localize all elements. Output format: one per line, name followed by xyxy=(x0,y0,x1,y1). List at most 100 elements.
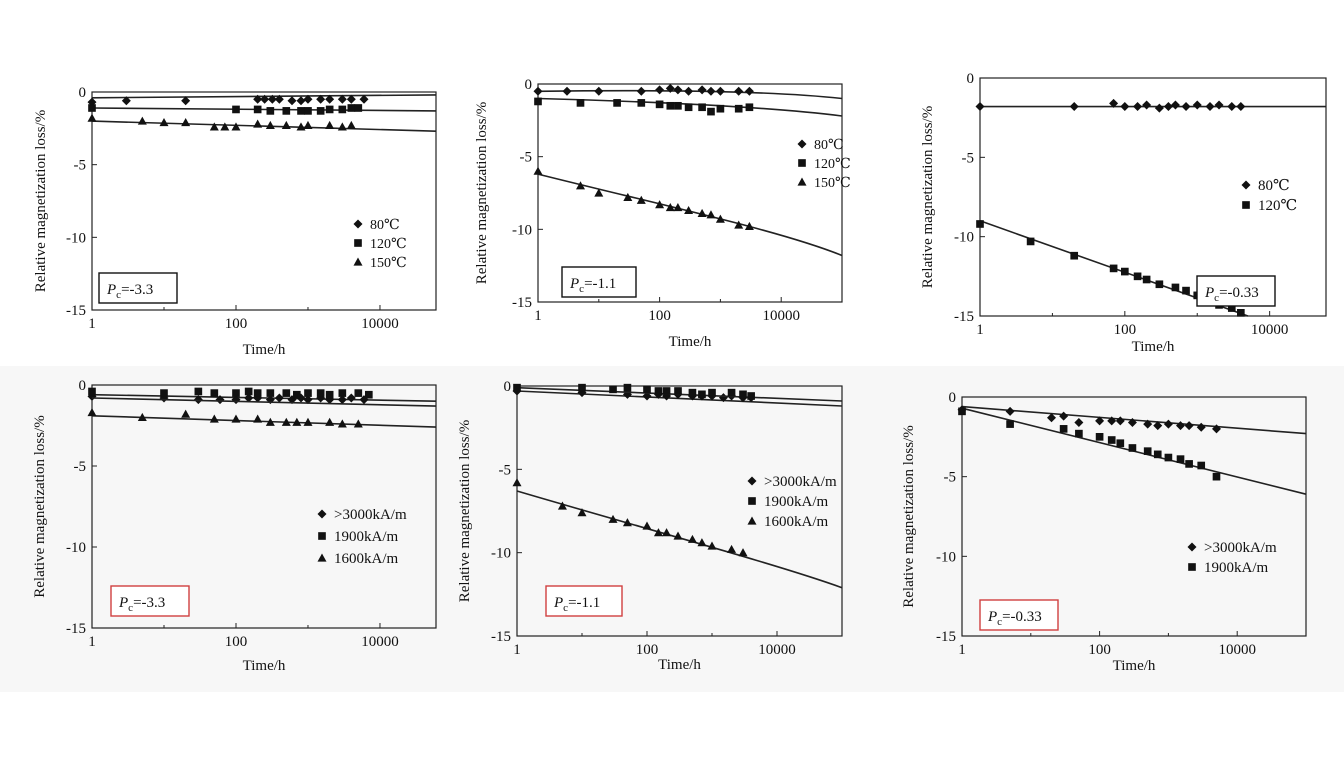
data-point xyxy=(1153,450,1162,459)
data-point xyxy=(636,195,646,204)
data-point xyxy=(562,86,572,96)
data-point xyxy=(655,100,664,109)
y-tick-label: -10 xyxy=(512,222,532,238)
y-tick-label: -10 xyxy=(491,546,511,562)
data-point xyxy=(1075,429,1083,438)
data-point xyxy=(87,408,97,417)
y-axis-label: Relative magnetization loss/% xyxy=(32,415,48,597)
y-tick-label: 0 xyxy=(79,85,87,101)
data-point xyxy=(636,86,646,96)
data-point xyxy=(1163,419,1173,429)
data-point xyxy=(325,390,334,399)
data-point xyxy=(181,96,191,106)
data-point xyxy=(346,94,356,104)
data-point xyxy=(337,122,347,131)
series-1 xyxy=(975,98,1326,113)
data-point xyxy=(655,85,665,95)
legend-label: 80℃ xyxy=(814,138,844,153)
data-point xyxy=(1143,419,1153,429)
data-point xyxy=(1196,422,1206,432)
x-axis-label: Time/h xyxy=(1132,339,1175,355)
data-point xyxy=(697,208,707,217)
x-tick-label: 10000 xyxy=(758,642,796,658)
data-point xyxy=(715,214,725,223)
x-tick-label: 10000 xyxy=(762,308,800,324)
chart-panel-2: 0 -5 -10 -151 100 10000 Time/h Relative magneti… xyxy=(474,77,851,350)
x-tick-label: 1 xyxy=(534,308,542,324)
legend-label: >3000kA/m xyxy=(334,507,407,523)
data-point xyxy=(1115,416,1125,426)
y-tick-label: -5 xyxy=(944,470,957,486)
data-point xyxy=(594,86,604,96)
legend-label: 80℃ xyxy=(1258,178,1290,194)
data-point xyxy=(1143,447,1152,455)
legend-marker xyxy=(747,476,757,486)
data-point xyxy=(688,388,697,397)
data-point xyxy=(727,388,736,397)
data-point xyxy=(303,417,313,426)
data-point xyxy=(665,83,675,93)
data-point xyxy=(292,417,302,426)
legend-label: 120℃ xyxy=(1258,198,1297,214)
data-point xyxy=(1227,304,1236,312)
legend-label: 120℃ xyxy=(370,237,407,252)
chart-panel-1: 0 -5 -10 -151 100 10000 Time/h Relative magneti… xyxy=(33,85,437,358)
data-point xyxy=(976,220,984,228)
series-2 xyxy=(88,104,437,115)
data-point xyxy=(1184,421,1194,431)
x-tick-label: 10000 xyxy=(1251,322,1289,338)
annotation-box xyxy=(545,585,623,617)
data-point xyxy=(354,389,363,397)
legend-label: 1900kA/m xyxy=(334,529,399,545)
legend-marker xyxy=(797,139,807,149)
data-point xyxy=(1176,421,1186,431)
annotation-text: Pc=-3.3 xyxy=(118,595,165,614)
y-tick-label: -5 xyxy=(499,462,512,478)
data-point xyxy=(1095,416,1105,426)
y-tick-label: -10 xyxy=(954,230,974,246)
data-point xyxy=(734,220,744,229)
data-point xyxy=(346,393,356,403)
legend-marker xyxy=(798,159,806,167)
legend-marker xyxy=(318,532,326,540)
data-point xyxy=(304,107,312,115)
plot-frame xyxy=(979,77,1327,317)
data-point xyxy=(1070,251,1079,260)
data-point xyxy=(684,86,694,96)
data-point xyxy=(1133,102,1143,112)
data-point xyxy=(253,94,263,104)
data-point xyxy=(282,107,291,115)
y-tick-label: 0 xyxy=(967,71,975,87)
legend-marker xyxy=(353,257,363,266)
y-axis-label: Relative magnetization loss/% xyxy=(457,420,473,602)
data-point xyxy=(210,389,219,397)
data-point xyxy=(266,107,275,115)
y-axis-label: Relative magnetization loss/% xyxy=(901,425,917,607)
x-axis-label: Time/h xyxy=(669,334,712,350)
x-axis-label: Time/h xyxy=(243,342,286,358)
data-point xyxy=(662,528,672,537)
x-tick-label: 1 xyxy=(88,634,96,650)
data-point xyxy=(1006,420,1014,428)
data-point xyxy=(576,99,585,107)
legend-marker xyxy=(747,516,757,525)
y-axis-label: Relative magnetization loss/% xyxy=(474,102,490,284)
fit-line xyxy=(91,107,437,112)
data-point xyxy=(193,395,203,405)
legend-label: >3000kA/m xyxy=(764,474,837,490)
y-tick-label: -5 xyxy=(520,150,533,166)
data-point xyxy=(512,478,522,487)
legend-label: 1600kA/m xyxy=(334,551,399,567)
data-point xyxy=(347,104,356,112)
chart-panel-5: 0 -5 -10 -151 100 10000 Time/h Relative magneti… xyxy=(457,379,843,673)
chart-panel-4: 0 -5 -10 -151 100 10000 Time/h Relative magneti… xyxy=(32,378,437,674)
data-point xyxy=(325,94,335,104)
annotation-box xyxy=(1196,275,1276,307)
data-point xyxy=(287,96,297,106)
y-tick-label: -15 xyxy=(936,629,956,645)
data-point xyxy=(1069,102,1079,112)
data-point xyxy=(684,205,694,215)
data-point xyxy=(1237,309,1245,317)
data-point xyxy=(194,387,203,396)
data-point xyxy=(697,538,707,547)
